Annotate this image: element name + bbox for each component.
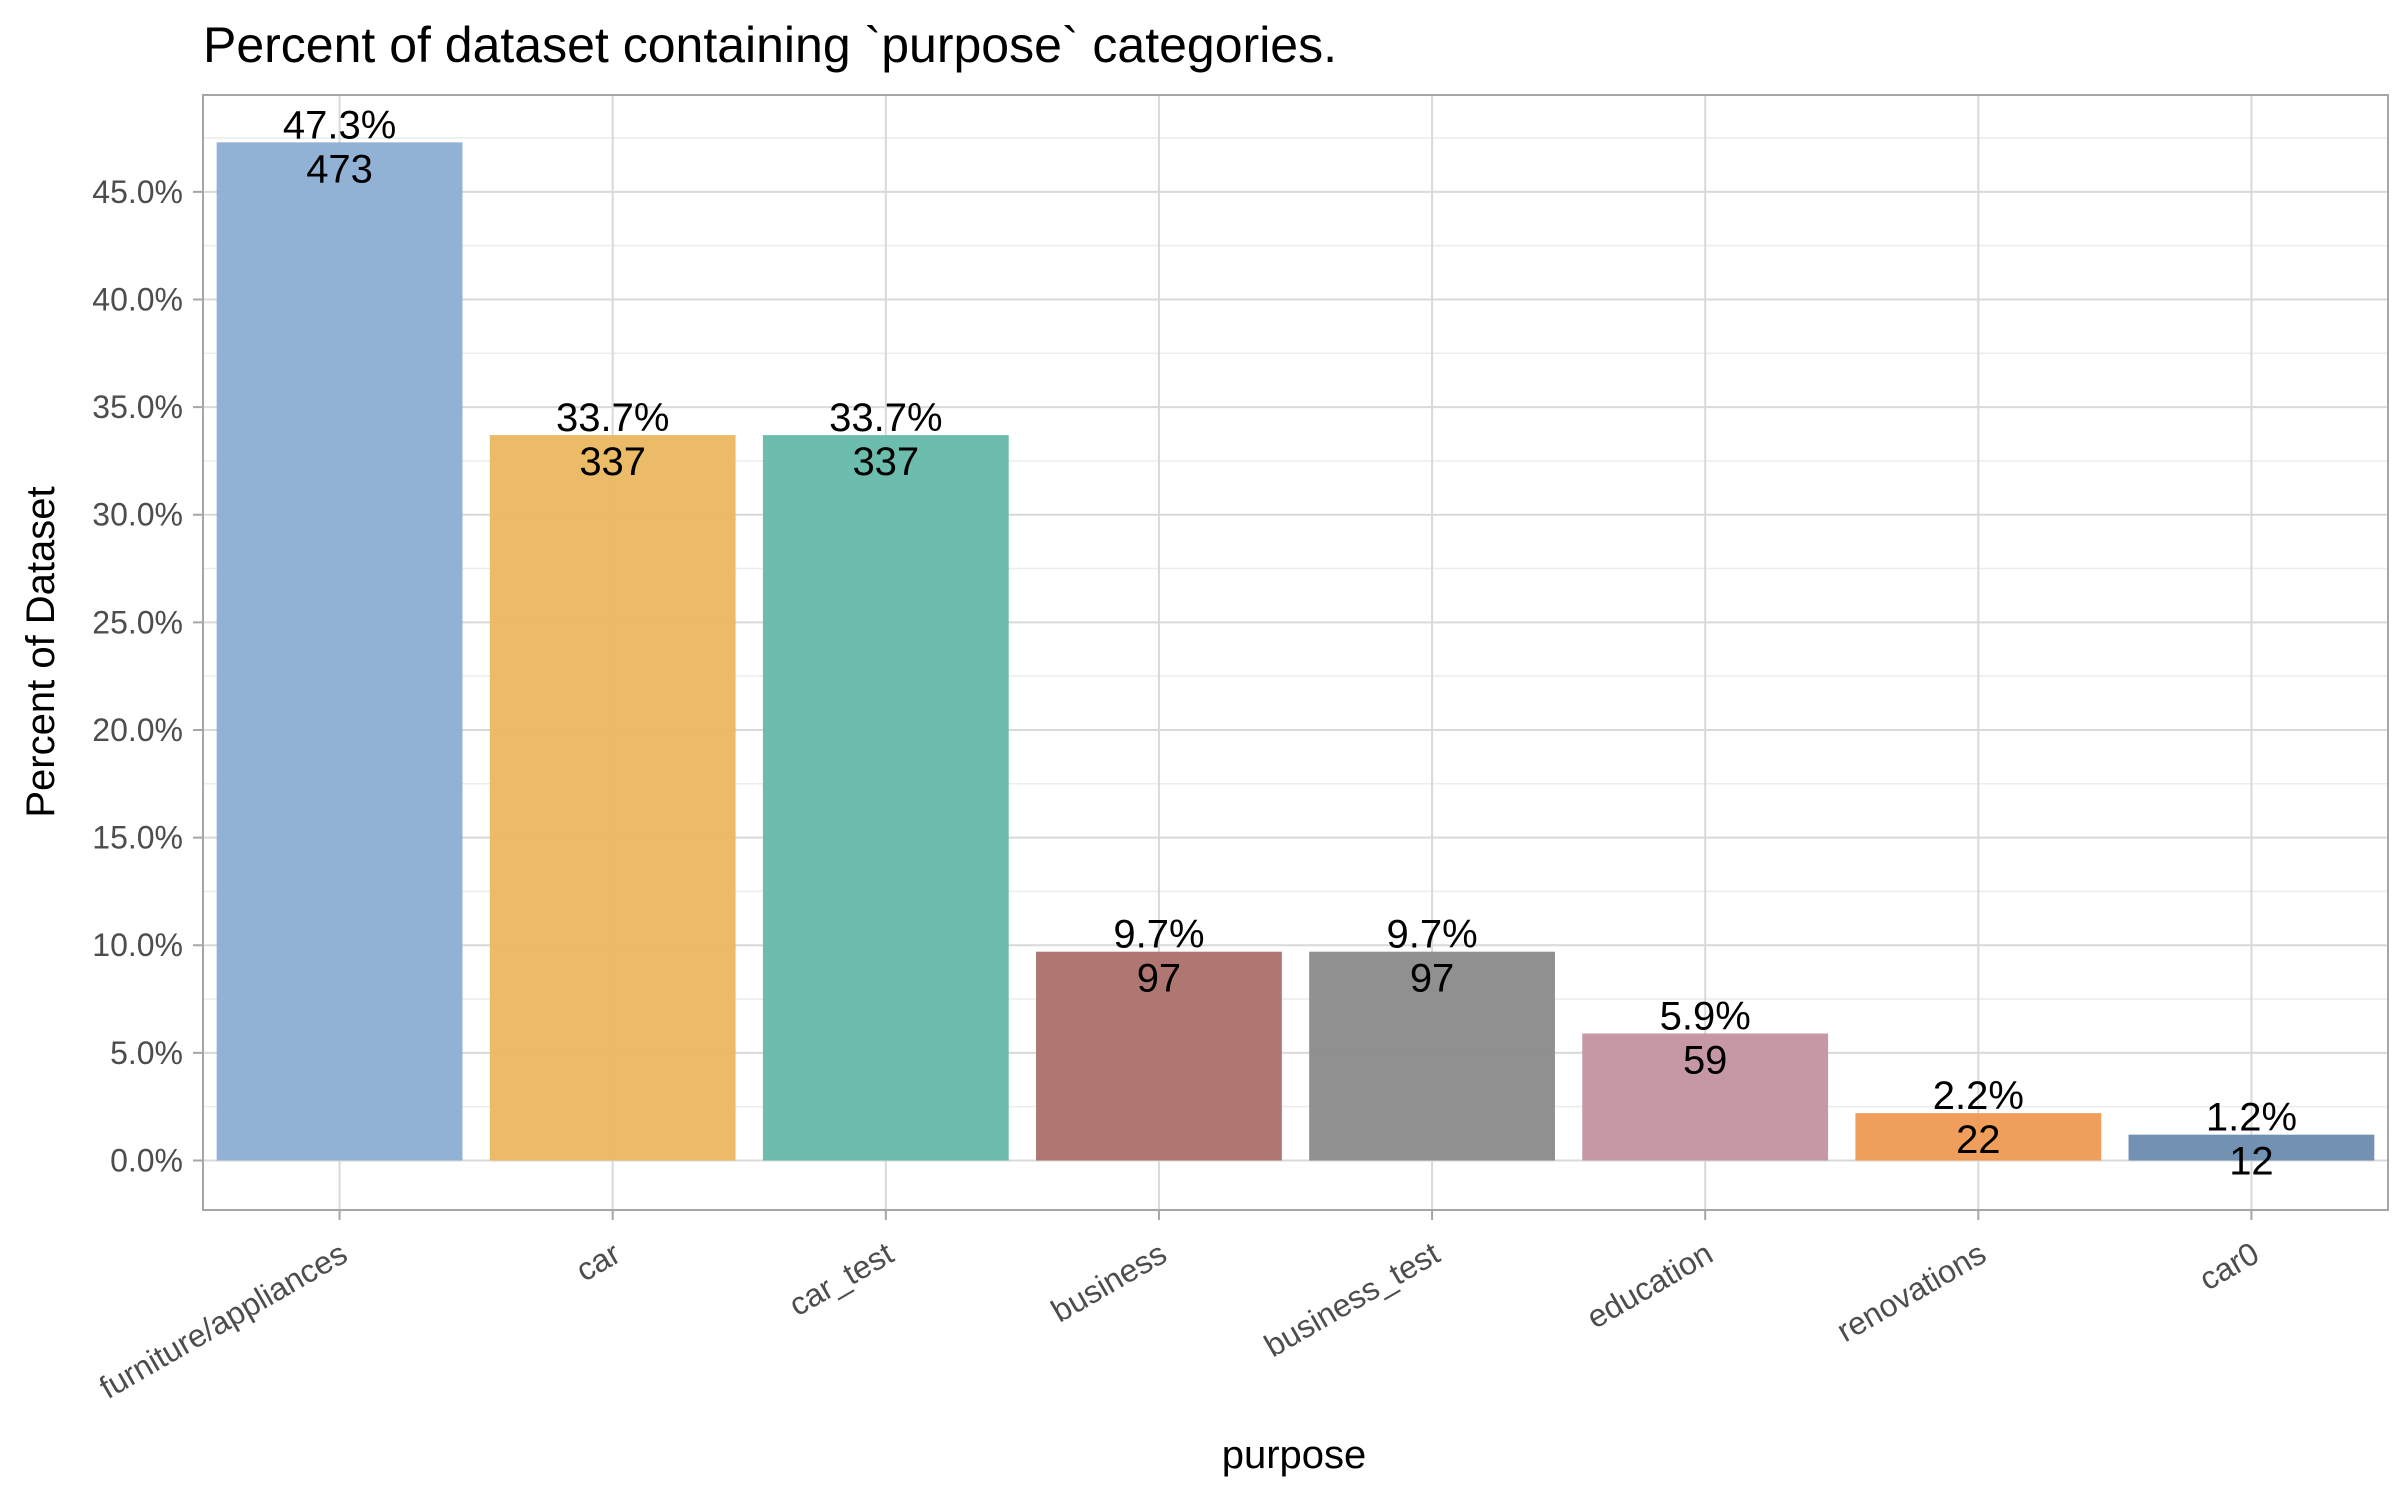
y-tick-label: 40.0% [92,281,183,317]
percent-label: 5.9% [1660,994,1751,1038]
x-tick-label: business [1045,1235,1172,1329]
bar-car0 [2128,1134,2375,1161]
data-labels: 47.3%47333.7%33733.7%3379.7%979.7%975.9%… [283,103,2297,1183]
bar-furniture-appliances [216,142,463,1161]
bar-business [1036,951,1282,1161]
x-tick-label: business_test [1258,1235,1446,1364]
x-tick-label: furniture/appliances [93,1235,353,1406]
percent-label: 9.7% [1113,913,1204,957]
count-label: 12 [2229,1140,2274,1184]
count-label: 22 [1956,1118,2001,1162]
bar-education [1582,1033,1829,1161]
percent-label: 33.7% [556,396,669,440]
y-tick-label: 15.0% [92,820,183,856]
y-tick-label: 45.0% [92,174,183,210]
count-label: 337 [852,440,919,484]
count-label: 97 [1410,957,1455,1001]
bar-car [489,435,736,1161]
percent-label: 2.2% [1933,1074,2024,1118]
percent-label: 33.7% [829,396,942,440]
y-tick-label: 10.0% [92,927,183,963]
x-tick-label: car0 [2193,1235,2265,1297]
bar-renovations [1855,1113,2102,1161]
plot-panel-border [202,94,2389,1211]
percent-label: 9.7% [1386,913,1477,957]
x-tick-label: car [570,1235,627,1289]
bar-business-test [1309,951,1555,1161]
y-tick-label: 25.0% [92,604,183,640]
count-label: 97 [1137,957,1182,1001]
count-label: 473 [306,147,373,191]
x-tick-label: education [1580,1235,1718,1336]
y-tick-label: 30.0% [92,497,183,533]
y-tick-label: 35.0% [92,389,183,425]
y-axis-title: Percent of Dataset [19,486,63,817]
y-axis-ticks: 0.0% 5.0% 10.0% 15.0% 20.0% 25.0% 30.0% 35.0% 40… [92,174,203,1178]
count-label: 59 [1683,1038,1728,1082]
y-tick-label: 5.0% [110,1035,183,1071]
percent-label: 47.3% [283,103,396,147]
bar-car-test [762,435,1009,1161]
chart-title: Percent of dataset containing `purpose` … [203,17,1337,73]
x-axis-title: purpose [1222,1433,1367,1477]
y-tick-label: 20.0% [92,712,183,748]
percent-label: 1.2% [2206,1096,2297,1140]
bars [216,142,2375,1161]
x-axis-ticks: furniture/appliances car car_test business b… [93,1210,2265,1406]
y-tick-label: 0.0% [110,1142,183,1178]
count-label: 337 [579,440,646,484]
x-tick-label: car_test [783,1235,900,1323]
x-tick-label: renovations [1831,1235,1992,1349]
